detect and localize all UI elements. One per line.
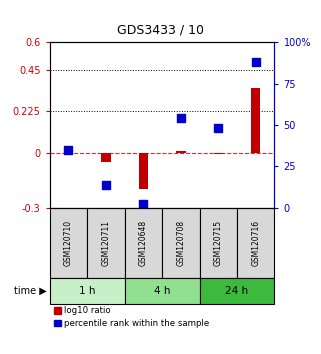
FancyBboxPatch shape [87,208,125,279]
Text: GSM120708: GSM120708 [176,220,185,266]
Bar [213,153,223,154]
Point [216,126,221,131]
Point [253,59,258,65]
Text: 4 h: 4 h [154,286,170,296]
Text: GSM120711: GSM120711 [101,220,110,266]
Text: time ▶: time ▶ [14,286,47,296]
Bar [139,153,148,189]
Text: GSM120648: GSM120648 [139,220,148,266]
Text: 24 h: 24 h [225,286,248,296]
FancyBboxPatch shape [125,208,162,279]
Legend: log10 ratio, percentile rank within the sample: log10 ratio, percentile rank within the … [54,306,210,328]
FancyBboxPatch shape [125,279,200,304]
Point [141,201,146,207]
Bar [64,153,73,154]
FancyBboxPatch shape [200,279,274,304]
FancyBboxPatch shape [237,208,274,279]
Bar [251,88,260,153]
Point [178,116,183,121]
Bar [101,153,111,162]
FancyBboxPatch shape [50,279,125,304]
Text: GDS3433 / 10: GDS3433 / 10 [117,23,204,36]
Text: GSM120710: GSM120710 [64,220,73,266]
Point [103,182,108,187]
Text: GSM120715: GSM120715 [214,220,223,266]
Point [66,147,71,153]
Bar [176,151,186,153]
Text: GSM120716: GSM120716 [251,220,260,266]
FancyBboxPatch shape [162,208,200,279]
FancyBboxPatch shape [50,208,87,279]
Text: 1 h: 1 h [79,286,95,296]
FancyBboxPatch shape [200,208,237,279]
